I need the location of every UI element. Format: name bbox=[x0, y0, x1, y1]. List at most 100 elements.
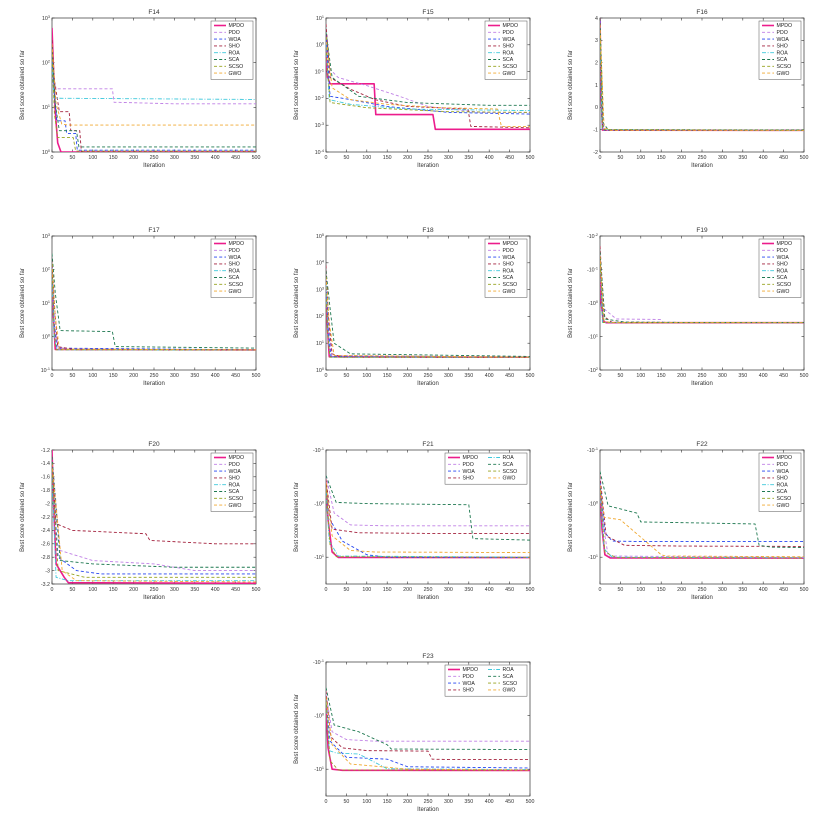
svg-text:150: 150 bbox=[109, 155, 118, 161]
svg-text:400: 400 bbox=[485, 799, 494, 805]
svg-text:103: 103 bbox=[316, 286, 324, 293]
legend-label-GWO: GWO bbox=[777, 289, 790, 295]
series-line-SCA bbox=[52, 456, 256, 568]
legend-label-WOA: WOA bbox=[463, 469, 476, 475]
series-line-ROA bbox=[52, 476, 256, 582]
svg-text:10-1: 10-1 bbox=[41, 367, 50, 374]
svg-text:105: 105 bbox=[316, 233, 324, 240]
svg-text:350: 350 bbox=[738, 373, 747, 379]
x-axis: 0 50 100 150 200 250 300 350 400 450 500 bbox=[51, 18, 260, 161]
svg-text:0: 0 bbox=[599, 587, 602, 593]
series-line-PDO bbox=[326, 42, 530, 113]
svg-text:200: 200 bbox=[677, 587, 686, 593]
svg-text:-3: -3 bbox=[45, 568, 50, 574]
legend-label-SCA: SCA bbox=[503, 462, 514, 468]
legend-label-GWO: GWO bbox=[503, 688, 516, 694]
series-line-GWO bbox=[52, 44, 256, 126]
svg-text:50: 50 bbox=[69, 373, 75, 379]
legend-label-WOA: WOA bbox=[229, 37, 242, 43]
svg-text:10-3: 10-3 bbox=[315, 122, 324, 129]
svg-text:102: 102 bbox=[316, 313, 324, 320]
svg-text:100: 100 bbox=[88, 373, 97, 379]
y-axis-label: Best score obtained so far bbox=[568, 50, 574, 120]
svg-text:-3.2: -3.2 bbox=[41, 582, 50, 588]
legend-label-PDO: PDO bbox=[777, 248, 788, 254]
svg-text:0: 0 bbox=[51, 587, 54, 593]
series-line-SCA bbox=[326, 687, 530, 751]
svg-text:150: 150 bbox=[383, 373, 392, 379]
series-line-SCSO bbox=[326, 293, 530, 358]
legend-label-WOA: WOA bbox=[463, 681, 476, 687]
legend-label-SCA: SCA bbox=[777, 489, 788, 495]
legend-label-MPDO: MPDO bbox=[777, 455, 793, 461]
legend-label-PDO: PDO bbox=[777, 462, 788, 468]
legend-label-SCA: SCA bbox=[503, 275, 514, 281]
svg-text:300: 300 bbox=[718, 155, 727, 161]
x-axis: 0 50 100 150 200 250 300 350 400 450 500 bbox=[325, 662, 534, 805]
series-group bbox=[600, 471, 804, 559]
legend-label-MPDO: MPDO bbox=[229, 241, 245, 247]
svg-text:-2: -2 bbox=[45, 501, 50, 507]
legend-label-SCA: SCA bbox=[229, 275, 240, 281]
plot-title: F22 bbox=[696, 441, 708, 448]
svg-text:300: 300 bbox=[444, 799, 453, 805]
series-group bbox=[52, 253, 256, 351]
svg-text:-10-2: -10-2 bbox=[587, 233, 598, 240]
legend-label-ROA: ROA bbox=[503, 50, 515, 56]
series-line-WOA bbox=[52, 54, 256, 151]
legend-label-SCA: SCA bbox=[229, 489, 240, 495]
legend-label-SHO: SHO bbox=[503, 262, 514, 268]
series-group bbox=[52, 27, 256, 152]
plot-F14: F14 0 50 100 150 200 250 300 350 400 450 500 Iterati… bbox=[20, 9, 260, 169]
legend-label-SCSO: SCSO bbox=[229, 64, 244, 70]
x-axis-label: Iteration bbox=[691, 595, 713, 601]
svg-text:3: 3 bbox=[595, 38, 598, 44]
svg-text:100: 100 bbox=[362, 373, 371, 379]
y-axis-label: Best score obtained so far bbox=[294, 694, 300, 764]
legend-label-PDO: PDO bbox=[503, 248, 514, 254]
svg-text:-2: -2 bbox=[593, 150, 598, 156]
series-group bbox=[600, 246, 804, 324]
legend-label-SHO: SHO bbox=[777, 262, 788, 268]
svg-text:250: 250 bbox=[424, 373, 433, 379]
y-axis: 10-4 10-3 10-2 10-1 100 101 bbox=[315, 15, 530, 156]
svg-text:50: 50 bbox=[69, 587, 75, 593]
svg-text:300: 300 bbox=[170, 155, 179, 161]
legend-label-MPDO: MPDO bbox=[463, 667, 479, 673]
series-line-SCSO bbox=[600, 259, 804, 324]
legend-label-WOA: WOA bbox=[229, 469, 242, 475]
svg-text:200: 200 bbox=[403, 799, 412, 805]
y-axis-label: Best score obtained so far bbox=[20, 268, 26, 338]
svg-text:-10-1: -10-1 bbox=[587, 266, 598, 273]
series-line-SCSO bbox=[600, 31, 804, 131]
svg-text:102: 102 bbox=[42, 266, 50, 273]
series-line-SCA bbox=[52, 253, 256, 349]
svg-text:104: 104 bbox=[316, 260, 324, 267]
svg-text:-100: -100 bbox=[588, 500, 598, 507]
svg-text:10-4: 10-4 bbox=[315, 149, 324, 156]
svg-text:250: 250 bbox=[150, 373, 159, 379]
svg-text:400: 400 bbox=[759, 155, 768, 161]
svg-text:-10-1: -10-1 bbox=[313, 447, 324, 454]
legend-label-PDO: PDO bbox=[229, 30, 240, 36]
legend-label-SCSO: SCSO bbox=[503, 282, 518, 288]
svg-text:-100: -100 bbox=[314, 712, 324, 719]
svg-text:4: 4 bbox=[595, 16, 598, 22]
series-line-GWO bbox=[326, 276, 530, 358]
series-line-MPDO bbox=[326, 295, 530, 359]
subplot-F15: F15 0 50 100 150 200 250 300 350 400 450 500 Iterati… bbox=[290, 6, 538, 196]
svg-text:102: 102 bbox=[42, 59, 50, 66]
svg-text:450: 450 bbox=[779, 373, 788, 379]
series-line-SHO bbox=[52, 40, 256, 152]
svg-text:50: 50 bbox=[343, 799, 349, 805]
svg-text:350: 350 bbox=[464, 373, 473, 379]
y-axis-label: Best score obtained so far bbox=[294, 268, 300, 338]
svg-text:0: 0 bbox=[325, 373, 328, 379]
svg-text:400: 400 bbox=[211, 155, 220, 161]
svg-text:450: 450 bbox=[231, 373, 240, 379]
series-line-PDO bbox=[326, 694, 530, 742]
